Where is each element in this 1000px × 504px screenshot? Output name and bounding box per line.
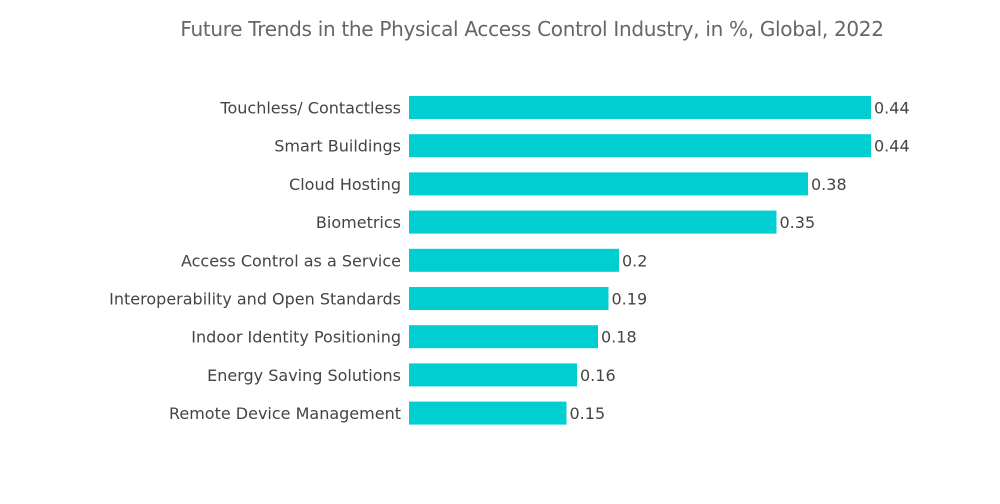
bar-4 xyxy=(409,248,619,272)
bar-0 xyxy=(409,96,871,119)
category-label: Access Control as a Service xyxy=(181,251,401,270)
category-label: Energy Saving Solutions xyxy=(207,366,401,385)
chart-title: Future Trends in the Physical Access Con… xyxy=(180,17,884,41)
bar-5 xyxy=(409,287,609,310)
category-label: Indoor Identity Positioning xyxy=(191,328,401,347)
bar-7 xyxy=(409,363,577,387)
data-label: 0.35 xyxy=(780,213,816,232)
data-label: 0.2 xyxy=(622,251,647,270)
bar-1 xyxy=(409,134,871,158)
category-label: Remote Device Management xyxy=(169,404,401,423)
data-label: 0.44 xyxy=(874,137,910,156)
data-label: 0.15 xyxy=(570,404,606,423)
category-label: Interoperability and Open Standards xyxy=(109,290,401,309)
data-label: 0.16 xyxy=(580,366,616,385)
category-label: Biometrics xyxy=(316,213,401,232)
data-label: 0.44 xyxy=(874,99,910,118)
bar-2 xyxy=(409,172,808,196)
category-label: Touchless/ Contactless xyxy=(219,99,401,118)
bar-3 xyxy=(409,210,777,234)
data-label: 0.38 xyxy=(811,175,847,194)
data-label: 0.18 xyxy=(601,328,637,347)
data-label: 0.19 xyxy=(612,290,648,309)
category-label: Smart Buildings xyxy=(274,137,401,156)
bar-8 xyxy=(409,401,567,425)
bar-6 xyxy=(409,325,598,349)
category-label: Cloud Hosting xyxy=(289,175,401,194)
